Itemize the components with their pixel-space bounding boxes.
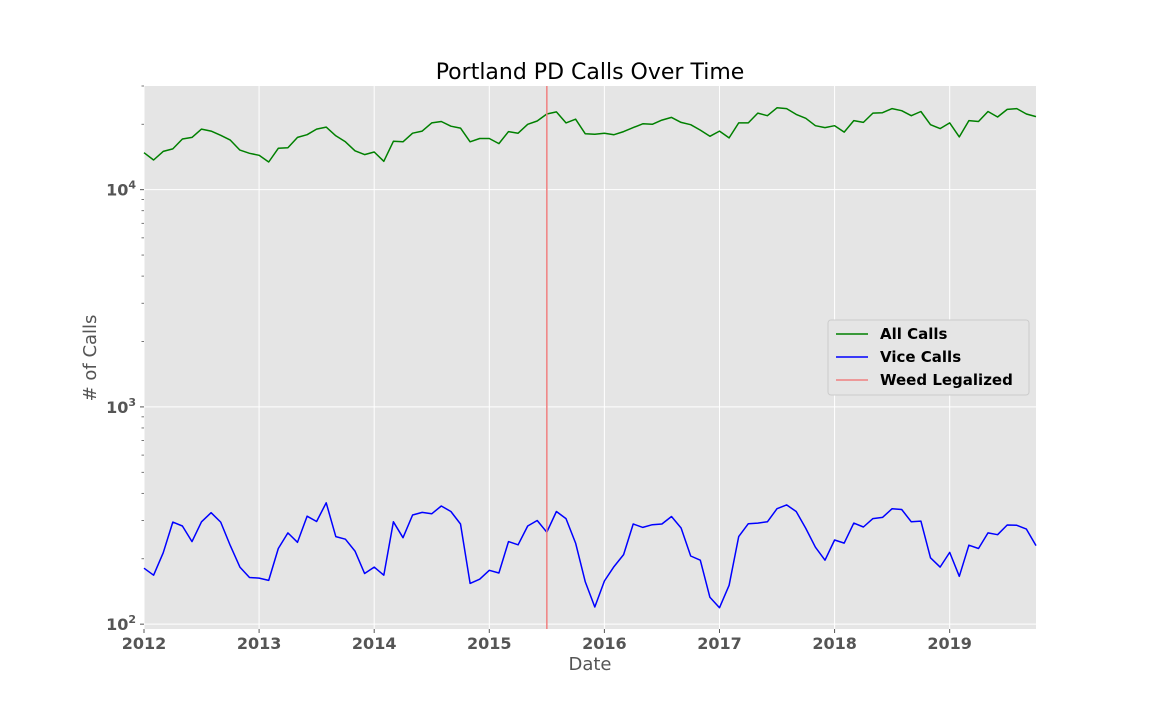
y-axis-ticks: 102 103 104	[106, 85, 144, 634]
x-tick-label: 2014	[352, 634, 397, 653]
y-tick-label: 104	[106, 179, 136, 200]
x-tick-label: 2016	[582, 634, 627, 653]
legend: All Calls Vice Calls Weed Legalized	[827, 319, 1030, 396]
x-tick-label: 2018	[812, 634, 857, 653]
legend-box	[827, 319, 1030, 396]
series-line-vice-calls	[143, 502, 1037, 609]
legend-label: Weed Legalized	[880, 371, 1013, 389]
y-tick-label: 102	[106, 613, 136, 634]
x-tick-label: 2012	[122, 634, 167, 653]
x-tick-label: 2015	[467, 634, 512, 653]
x-axis-ticks: 2012 2013 2014 2015 2016 2017 2018 2019	[122, 629, 972, 653]
x-tick-label: 2013	[237, 634, 282, 653]
series-line-all-calls	[143, 107, 1037, 163]
legend-label: Vice Calls	[880, 348, 961, 366]
series-layer	[143, 86, 1037, 629]
x-tick-label: 2017	[697, 634, 742, 653]
y-tick-label: 103	[106, 396, 136, 417]
y-axis-label: # of Calls	[80, 315, 101, 402]
legend-label: All Calls	[880, 325, 948, 343]
x-tick-label: 2019	[927, 634, 972, 653]
chart-title: Portland PD Calls Over Time	[436, 60, 745, 85]
x-axis-label: Date	[568, 654, 611, 675]
